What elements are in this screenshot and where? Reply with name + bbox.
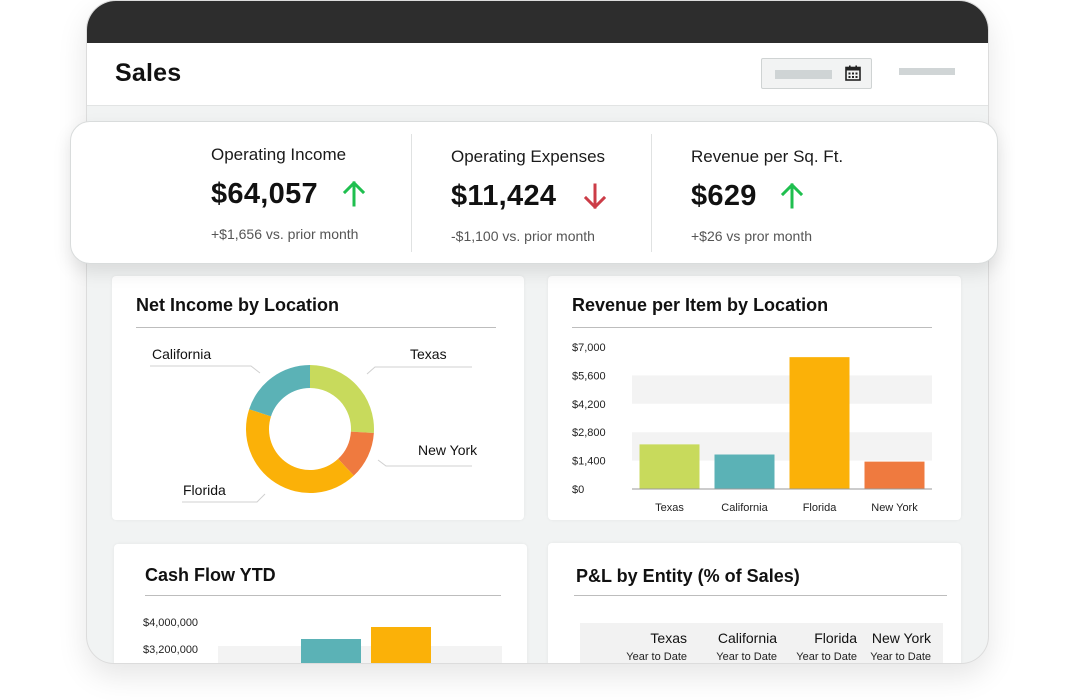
pl-title-rule — [574, 595, 947, 596]
kpi-label: Operating Income — [211, 145, 347, 164]
y-tick-label: $2,800 — [572, 427, 606, 439]
kpi-divider — [651, 134, 652, 252]
date-range-placeholder — [775, 70, 832, 79]
page-title: Sales — [115, 59, 182, 87]
y-tick-label: $4,200 — [572, 399, 606, 411]
y-tick-label: $4,000,000 — [143, 617, 198, 629]
x-tick-label-florida: Florida — [803, 502, 838, 514]
net-income-panel: Net Income by Location Texas New York Flor… — [112, 276, 524, 520]
y-tick-label: $7,000 — [572, 342, 606, 354]
net-income-title-rule — [136, 327, 496, 328]
app-window: Sales Net Income by Location Texas New Yo… — [86, 0, 989, 664]
pl-title: P&L by Entity (% of Sales) — [576, 566, 800, 586]
kpi-delta: +$1,656 vs. prior month — [211, 226, 359, 242]
kpi-delta: +$26 vs pror month — [691, 228, 813, 244]
kpi-value: $64,057 — [211, 178, 318, 210]
y-tick-label: $3,200,000 — [143, 644, 198, 656]
kpi-divider — [411, 134, 412, 252]
kpi-label: Revenue per Sq. Ft. — [691, 147, 844, 166]
y-tick-label: $5,600 — [572, 370, 606, 382]
kpi-label: Operating Expenses — [451, 147, 606, 166]
x-tick-label-california: California — [721, 502, 768, 514]
donut-slice-new-york — [338, 431, 374, 476]
revenue-item-title: Revenue per Item by Location — [572, 295, 829, 315]
pl-col-sub: Year to Date — [796, 651, 857, 663]
revenue-item-title-rule — [572, 327, 932, 328]
x-tick-label-texas: Texas — [655, 502, 684, 514]
arrow-up-icon — [342, 181, 366, 207]
y-tick-label: $0 — [572, 484, 584, 496]
window-titlebar — [87, 1, 988, 43]
pl-col-sub: Year to Date — [716, 651, 777, 663]
bar-california — [714, 454, 775, 489]
header-menu-placeholder[interactable] — [899, 68, 955, 75]
donut-leader-line — [377, 459, 472, 467]
bar-florida — [789, 357, 850, 489]
pl-col-sub: Year to Date — [870, 651, 931, 663]
kpi-summary-card: Operating Income $64,057 +$1,656 vs. pri… — [70, 121, 998, 264]
pl-col-new-york: New York Year to Date — [870, 630, 931, 663]
pl-panel: P&L by Entity (% of Sales) Texas Year to… — [548, 543, 961, 663]
cash-flow-title: Cash Flow YTD — [145, 565, 276, 585]
kpi-operating-income: Operating Income $64,057 +$1,656 vs. pri… — [71, 122, 411, 263]
donut-label-florida: Florida — [183, 482, 226, 498]
cash-bar-florida — [371, 627, 431, 663]
cash-flow-title-rule — [145, 595, 501, 596]
revenue-item-panel: Revenue per Item by Location $0 $1,400 $2,… — [548, 276, 961, 520]
pl-col-name: New York — [871, 630, 931, 646]
donut-label-california: California — [152, 346, 211, 362]
donut-slice-florida — [246, 409, 354, 493]
donut-slice-texas — [310, 365, 375, 434]
donut-label-texas: Texas — [410, 346, 447, 362]
calendar-icon[interactable] — [845, 65, 861, 81]
donut-leader-line — [366, 366, 472, 375]
pl-col-florida: Florida Year to Date — [796, 630, 857, 663]
grid-band — [632, 375, 932, 404]
net-income-title: Net Income by Location — [136, 295, 340, 315]
donut-label-new-york: New York — [418, 442, 478, 458]
donut-slice-california — [249, 365, 310, 417]
pl-col-name: Florida — [814, 630, 857, 646]
y-tick-label: $1,400 — [572, 456, 606, 468]
pl-col-name: Texas — [650, 630, 687, 646]
revenue-item-bar-chart: $0 $1,400 $2,800 $4,200 $5,600 $7,000 Texas Cal… — [572, 342, 932, 514]
kpi-value: $11,424 — [451, 180, 557, 212]
cash-bar-california — [301, 639, 361, 663]
bar-texas — [639, 444, 700, 489]
arrow-up-icon — [780, 183, 804, 209]
pl-col-sub: Year to Date — [626, 651, 687, 663]
pl-table-header: Texas Year to Date California Year to Da… — [580, 623, 943, 663]
pl-col-california: California Year to Date — [716, 630, 777, 663]
cash-flow-bar-chart: $4,000,000 $3,200,000 — [143, 617, 502, 663]
pl-col-name: California — [717, 630, 777, 646]
date-range-picker[interactable] — [761, 58, 872, 89]
kpi-delta: -$1,100 vs. prior month — [451, 228, 595, 244]
page-header: Sales — [87, 43, 988, 106]
x-tick-label-new-york: New York — [871, 502, 918, 514]
pl-col-texas: Texas Year to Date — [626, 630, 687, 663]
cash-flow-panel: Cash Flow YTD $4,000,000 $3,200,000 — [114, 544, 527, 663]
net-income-donut-chart: Texas New York Florida California — [150, 346, 478, 503]
donut-leader-line — [150, 365, 261, 374]
bar-new-york — [864, 461, 925, 489]
kpi-revenue-per-sqft: Revenue per Sq. Ft. $629 +$26 vs pror mo… — [651, 122, 997, 263]
kpi-value: $629 — [691, 180, 757, 212]
kpi-operating-expenses: Operating Expenses $11,424 -$1,100 vs. p… — [411, 122, 651, 263]
donut-leader-line — [182, 493, 266, 503]
arrow-down-icon — [583, 183, 607, 209]
